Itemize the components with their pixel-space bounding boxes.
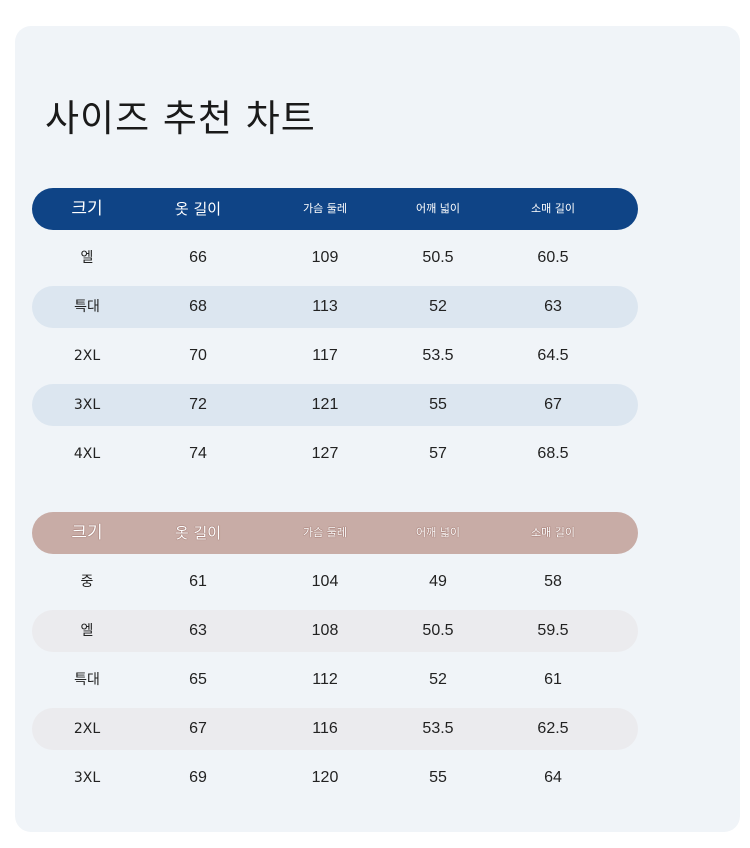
size-label: 4XL bbox=[73, 446, 101, 462]
measurement-cell: 53.5 bbox=[422, 347, 454, 364]
measurement-cell: 67 bbox=[189, 720, 207, 737]
measurement-cell: 65 bbox=[189, 671, 207, 688]
size-label: 2XL bbox=[73, 348, 101, 364]
measurement-cell: 109 bbox=[311, 249, 339, 266]
measurement-cell: 116 bbox=[312, 720, 338, 737]
size-label: 특대 bbox=[74, 299, 100, 315]
measurement-cell: 55 bbox=[429, 769, 447, 786]
measurement-cell: 112 bbox=[312, 671, 338, 688]
header-cell: 옷 길이 bbox=[174, 200, 222, 218]
measurement-cell: 70 bbox=[189, 347, 207, 364]
size-label: 중 bbox=[80, 574, 94, 590]
header-cell: 어깨 넓이 bbox=[416, 202, 460, 215]
measurement-cell: 50.5 bbox=[422, 249, 454, 266]
header-cell: 크기 bbox=[71, 523, 103, 543]
measurement-cell: 69 bbox=[189, 769, 207, 786]
size-label: 엘 bbox=[80, 250, 94, 266]
header-cell: 크기 bbox=[71, 199, 103, 219]
measurement-cell: 68.5 bbox=[537, 445, 569, 462]
header-cell: 소매 길이 bbox=[531, 202, 575, 215]
measurement-cell: 64 bbox=[544, 769, 562, 786]
header-cell: 가슴 둘레 bbox=[303, 526, 347, 539]
measurement-cell: 121 bbox=[311, 396, 339, 413]
header-cell: 옷 길이 bbox=[174, 524, 222, 542]
measurement-cell: 60.5 bbox=[537, 249, 569, 266]
measurement-cell: 58 bbox=[544, 573, 562, 590]
table-row: 특대 68 113 52 63 bbox=[32, 286, 638, 328]
measurement-cell: 55 bbox=[429, 396, 447, 413]
size-label: 3XL bbox=[73, 397, 101, 413]
table-row: 2XL 67 116 53.5 62.5 bbox=[32, 708, 638, 750]
measurement-cell: 52 bbox=[429, 298, 447, 315]
measurement-cell: 120 bbox=[311, 769, 339, 786]
table-row: 엘 63 108 50.5 59.5 bbox=[32, 610, 638, 652]
header-cell: 가슴 둘레 bbox=[303, 202, 347, 215]
measurement-cell: 108 bbox=[311, 622, 339, 639]
measurement-cell: 53.5 bbox=[422, 720, 454, 737]
measurement-cell: 61 bbox=[544, 671, 562, 688]
table-row: 4XL 74 127 57 68.5 bbox=[32, 433, 638, 475]
measurement-cell: 104 bbox=[311, 573, 339, 590]
measurement-cell: 50.5 bbox=[422, 622, 454, 639]
measurement-cell: 72 bbox=[189, 396, 207, 413]
header-cell: 어깨 넓이 bbox=[416, 526, 460, 539]
measurement-cell: 57 bbox=[429, 445, 447, 462]
measurement-cell: 61 bbox=[189, 573, 207, 590]
size-chart-card bbox=[15, 26, 740, 832]
size-label: 엘 bbox=[80, 623, 94, 639]
size-label: 2XL bbox=[73, 721, 101, 737]
table-row: 3XL 69 120 55 64 bbox=[32, 757, 638, 799]
table-header: 크기 옷 길이 가슴 둘레 어깨 넓이 소매 길이 bbox=[32, 188, 638, 230]
size-label: 특대 bbox=[74, 672, 100, 688]
measurement-cell: 74 bbox=[189, 445, 207, 462]
measurement-cell: 66 bbox=[189, 249, 207, 266]
measurement-cell: 117 bbox=[312, 347, 338, 364]
table-row: 엘 66 109 50.5 60.5 bbox=[32, 237, 638, 279]
measurement-cell: 49 bbox=[429, 573, 447, 590]
measurement-cell: 127 bbox=[311, 445, 339, 462]
measurement-cell: 59.5 bbox=[537, 622, 569, 639]
measurement-cell: 62.5 bbox=[537, 720, 569, 737]
measurement-cell: 63 bbox=[189, 622, 207, 639]
page-title: 사이즈 추천 차트 bbox=[45, 97, 316, 140]
measurement-cell: 113 bbox=[312, 298, 338, 315]
table-header: 크기 옷 길이 가슴 둘레 어깨 넓이 소매 길이 bbox=[32, 512, 638, 554]
size-label: 3XL bbox=[73, 770, 101, 786]
measurement-cell: 64.5 bbox=[537, 347, 569, 364]
table-row: 특대 65 112 52 61 bbox=[32, 659, 638, 701]
measurement-cell: 52 bbox=[429, 671, 447, 688]
table-row: 3XL 72 121 55 67 bbox=[32, 384, 638, 426]
table-row: 2XL 70 117 53.5 64.5 bbox=[32, 335, 638, 377]
measurement-cell: 68 bbox=[189, 298, 207, 315]
header-cell: 소매 길이 bbox=[531, 526, 575, 539]
measurement-cell: 67 bbox=[544, 396, 562, 413]
table-row: 중 61 104 49 58 bbox=[32, 561, 638, 603]
measurement-cell: 63 bbox=[544, 298, 562, 315]
